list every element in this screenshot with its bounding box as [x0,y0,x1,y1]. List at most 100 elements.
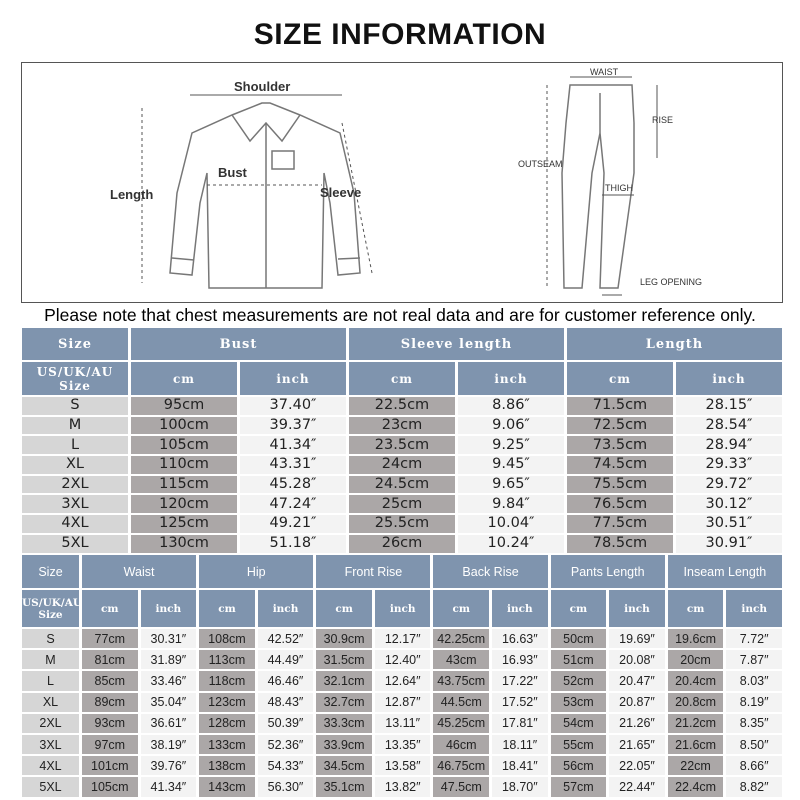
inch-cell: 35.04″ [140,692,197,712]
cm-cell: 53cm [550,692,607,712]
cm-cell: 25cm [349,495,455,514]
measurement-diagram: Shoulder Bust Length Sleeve WAIST RISE O… [21,62,783,303]
cm-cell: 46.75cm [433,756,490,776]
cm-cell: 73.5cm [567,436,673,455]
inch-cell: 31.89″ [140,650,197,670]
header-inseam-length: Inseam Length [667,555,782,588]
size-cell: 5XL [22,534,128,553]
size-cell: XL [22,692,79,712]
size-cell: 3XL [22,495,128,514]
outseam-label: OUTSEAM [518,159,563,169]
rise-label: RISE [652,115,673,125]
shirt-illustration: Shoulder Bust Length Sleeve WAIST RISE O… [110,67,702,296]
shoulder-label: Shoulder [234,79,290,94]
unit-inch-header: inch [458,362,564,395]
cm-cell: 54cm [550,713,607,733]
unit-inch-header: inch [240,362,346,395]
bust-label: Bust [218,165,248,180]
inch-cell: 12.64″ [374,671,431,691]
cm-cell: 71.5cm [567,397,673,415]
inch-cell: 54.33″ [257,756,314,776]
cm-cell: 26cm [349,534,455,553]
inch-cell: 52.36″ [257,734,314,755]
inch-cell: 12.40″ [374,650,431,670]
cm-cell: 97cm [82,734,138,755]
table-row: 3XL 120cm 47.24″ 25cm 9.84″ 76.5cm 30.12″ [22,495,782,514]
leg-opening-label: LEG OPENING [640,277,702,287]
table-row: 2XL 93cm 36.61″ 128cm 50.39″ 33.3cm 13.11″ 45.2… [22,713,782,733]
inch-cell: 7.72″ [726,629,782,649]
header-bust: Bust [131,328,346,360]
unit-cm-header: cm [131,362,237,395]
inch-cell: 19.69″ [609,629,665,649]
header-length: Length [567,328,782,360]
inch-cell: 39.37″ [240,416,346,435]
cm-cell: 42.25cm [433,629,490,649]
cm-cell: 44.5cm [433,692,490,712]
inch-cell: 17.81″ [492,713,548,733]
inch-cell: 13.58″ [374,756,431,776]
table-row: 4XL 125cm 49.21″ 25.5cm 10.04″ 77.5cm 30.51″ [22,515,782,533]
size-cell: XL [22,456,128,474]
inch-cell: 13.35″ [374,734,431,755]
size-cell: M [22,650,79,670]
cm-cell: 105cm [131,436,237,455]
inch-cell: 29.33″ [676,456,782,474]
size-system-header: US/UK/AU Size [22,590,79,627]
page-title: SIZE INFORMATION [253,18,547,51]
cm-cell: 32.1cm [316,671,372,691]
size-cell: L [22,671,79,691]
inch-cell: 28.54″ [676,416,782,435]
table-row: 5XL 105cm 41.34″ 143cm 56.30″ 35.1cm 13.82″ 47.… [22,777,782,797]
inch-cell: 38.19″ [140,734,197,755]
inch-cell: 49.21″ [240,515,346,533]
cm-cell: 35.1cm [316,777,372,797]
inch-cell: 8.50″ [726,734,782,755]
inch-cell: 36.61″ [140,713,197,733]
inch-cell: 21.26″ [609,713,665,733]
cm-cell: 101cm [82,756,138,776]
inch-cell: 41.34″ [240,436,346,455]
table-row: L 85cm 33.46″ 118cm 46.46″ 32.1cm 12.64″ 43.75c… [22,671,782,691]
cm-cell: 93cm [82,713,138,733]
cm-cell: 75.5cm [567,475,673,494]
inch-cell: 41.34″ [140,777,197,797]
cm-cell: 22.4cm [667,777,724,797]
size-system-header: US/UK/AU Size [22,362,128,395]
unit-inch-header: inch [257,590,314,627]
inch-cell: 30.12″ [676,495,782,514]
table-row: S 95cm 37.40″ 22.5cm 8.86″ 71.5cm 28.15″ [22,397,782,415]
inch-cell: 20.08″ [609,650,665,670]
cm-cell: 20.4cm [667,671,724,691]
cm-cell: 45.25cm [433,713,490,733]
inch-cell: 9.06″ [458,416,564,435]
header-pants-length: Pants Length [550,555,665,588]
inch-cell: 13.11″ [374,713,431,733]
unit-cm-header: cm [550,590,607,627]
pants-illustration [561,84,635,289]
cm-cell: 125cm [131,515,237,533]
inch-cell: 56.30″ [257,777,314,797]
cm-cell: 57cm [550,777,607,797]
top-size-table: Size Bust Sleeve length Length US/UK/AU S… [19,326,785,555]
header-size: Size [22,555,79,588]
inch-cell: 47.24″ [240,495,346,514]
unit-inch-header: inch [609,590,665,627]
inch-cell: 16.63″ [492,629,548,649]
inch-cell: 9.84″ [458,495,564,514]
cm-cell: 52cm [550,671,607,691]
cm-cell: 46cm [433,734,490,755]
cm-cell: 78.5cm [567,534,673,553]
cm-cell: 138cm [199,756,255,776]
cm-cell: 95cm [131,397,237,415]
inch-cell: 44.49″ [257,650,314,670]
inch-cell: 8.35″ [726,713,782,733]
inch-cell: 46.46″ [257,671,314,691]
unit-inch-header: inch [492,590,548,627]
inch-cell: 33.46″ [140,671,197,691]
inch-cell: 20.87″ [609,692,665,712]
inch-cell: 7.87″ [726,650,782,670]
inch-cell: 8.19″ [726,692,782,712]
size-cell: S [22,397,128,415]
cm-cell: 43cm [433,650,490,670]
